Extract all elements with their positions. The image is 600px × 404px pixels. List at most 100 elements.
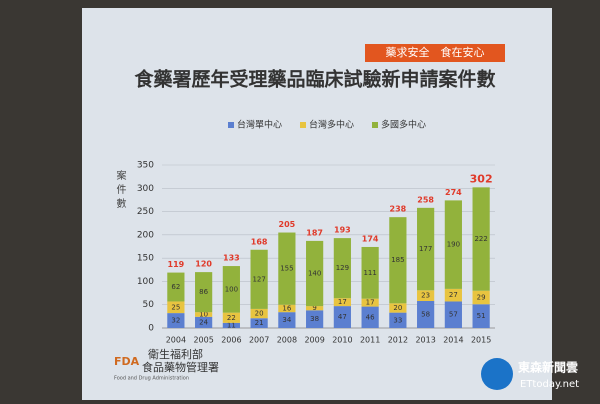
banner-bg (365, 44, 505, 62)
value-label: 17 (366, 299, 375, 307)
y-tick-label: 250 (137, 207, 154, 217)
value-label: 38 (310, 315, 319, 323)
x-tick-label: 2012 (388, 336, 408, 345)
value-label: 29 (477, 293, 486, 301)
bar-segment (278, 232, 296, 305)
bar-segment (444, 288, 462, 302)
value-label: 58 (421, 310, 430, 318)
bar-segment (167, 272, 185, 302)
y-tick-label: 150 (137, 254, 154, 264)
value-label: 16 (282, 304, 291, 312)
bar-segment (444, 200, 462, 289)
value-label: 47 (338, 313, 347, 321)
logo-agency: 食品藥物管理署 (142, 360, 219, 374)
x-tick-label: 2008 (277, 336, 297, 345)
x-tick-label: 2005 (193, 336, 213, 345)
chart-title: 食藥署歷年受理藥品臨床試驗新申請案件數 (134, 68, 495, 91)
total-label: 187 (306, 228, 323, 237)
bar-segment (361, 298, 379, 307)
y-tick-label: 0 (148, 324, 154, 334)
x-tick-label: 2011 (360, 336, 380, 345)
value-label: 62 (171, 283, 180, 291)
legend-swatch (372, 122, 378, 128)
value-label: 222 (474, 235, 487, 243)
value-label: 111 (363, 269, 376, 277)
watermark-site: ETtoday.net (520, 379, 579, 390)
bar-segment (417, 207, 435, 291)
legend-swatch (300, 122, 306, 128)
total-label: 168 (251, 237, 268, 246)
value-label: 24 (199, 318, 208, 326)
total-label: 174 (362, 234, 379, 243)
total-label: 274 (445, 188, 462, 197)
x-tick-label: 2013 (415, 336, 435, 345)
value-label: 86 (199, 288, 208, 296)
y-tick-label: 200 (137, 230, 154, 240)
value-label: 46 (366, 313, 375, 321)
x-tick-label: 2009 (304, 336, 324, 345)
total-label: 205 (279, 220, 296, 229)
bar-segment (278, 312, 296, 328)
x-tick-label: 2006 (221, 336, 241, 345)
bar-segment (444, 301, 462, 328)
value-label: 127 (252, 275, 265, 283)
bar-segment (222, 266, 240, 313)
banner: 藥求安全 食在安心 (386, 45, 485, 59)
bar-segment (278, 304, 296, 313)
x-tick-label: 2007 (249, 336, 269, 345)
bar-segment (306, 306, 324, 311)
bar-segment (333, 298, 351, 307)
value-label: 9 (312, 304, 316, 312)
value-label: 23 (421, 292, 430, 300)
value-label: 22 (227, 314, 236, 322)
bar-segment (222, 312, 240, 323)
value-label: 21 (255, 319, 264, 327)
bar-segment (306, 240, 324, 307)
logo-ministry: 衛生福利部 (148, 347, 203, 361)
value-label: 32 (171, 317, 180, 325)
y-tick-label: 100 (137, 277, 154, 287)
bar-segment (361, 306, 379, 328)
bar-segment (222, 322, 240, 328)
value-label: 57 (449, 311, 458, 319)
value-label: 25 (171, 303, 180, 311)
bar-segment (333, 306, 351, 328)
y-tick-label: 300 (137, 184, 154, 194)
bar-segment (417, 290, 435, 301)
bar-segment (333, 238, 351, 299)
bar-segment (389, 217, 407, 304)
legend-swatch (228, 122, 234, 128)
value-label: 11 (227, 321, 236, 329)
bar-segment (306, 310, 324, 328)
y-tick-label: 50 (143, 300, 155, 310)
bar-segment (250, 249, 268, 309)
value-label: 155 (280, 265, 293, 273)
value-label: 177 (419, 245, 432, 253)
value-label: 20 (255, 310, 264, 318)
x-tick-label: 2010 (332, 336, 352, 345)
watermark-name: 東森新聞雲 (518, 360, 578, 375)
value-label: 10 (199, 310, 208, 318)
value-label: 17 (338, 298, 347, 306)
value-label: 129 (336, 264, 349, 272)
bar-segment (472, 290, 490, 305)
x-tick-label: 2004 (166, 336, 186, 345)
logo-english: Food and Drug Administration (114, 376, 189, 382)
bar-segment (250, 318, 268, 328)
x-tick-label: 2015 (471, 336, 491, 345)
value-label: 185 (391, 256, 404, 264)
bar-segment (250, 308, 268, 319)
logo-mark: FDA (114, 355, 140, 368)
total-label: 133 (223, 254, 240, 263)
value-label: 100 (225, 285, 238, 293)
legend-label: 台灣單中心 (237, 119, 282, 131)
legend-label: 台灣多中心 (309, 119, 354, 131)
total-label: 193 (334, 226, 351, 235)
bar-segment (195, 312, 213, 317)
total-label: 120 (195, 260, 212, 269)
total-label: 238 (390, 205, 407, 214)
y-label: 案件數 (114, 169, 126, 212)
bar-segment (195, 272, 213, 313)
total-label: 258 (417, 195, 434, 204)
bar-segment (389, 312, 407, 328)
